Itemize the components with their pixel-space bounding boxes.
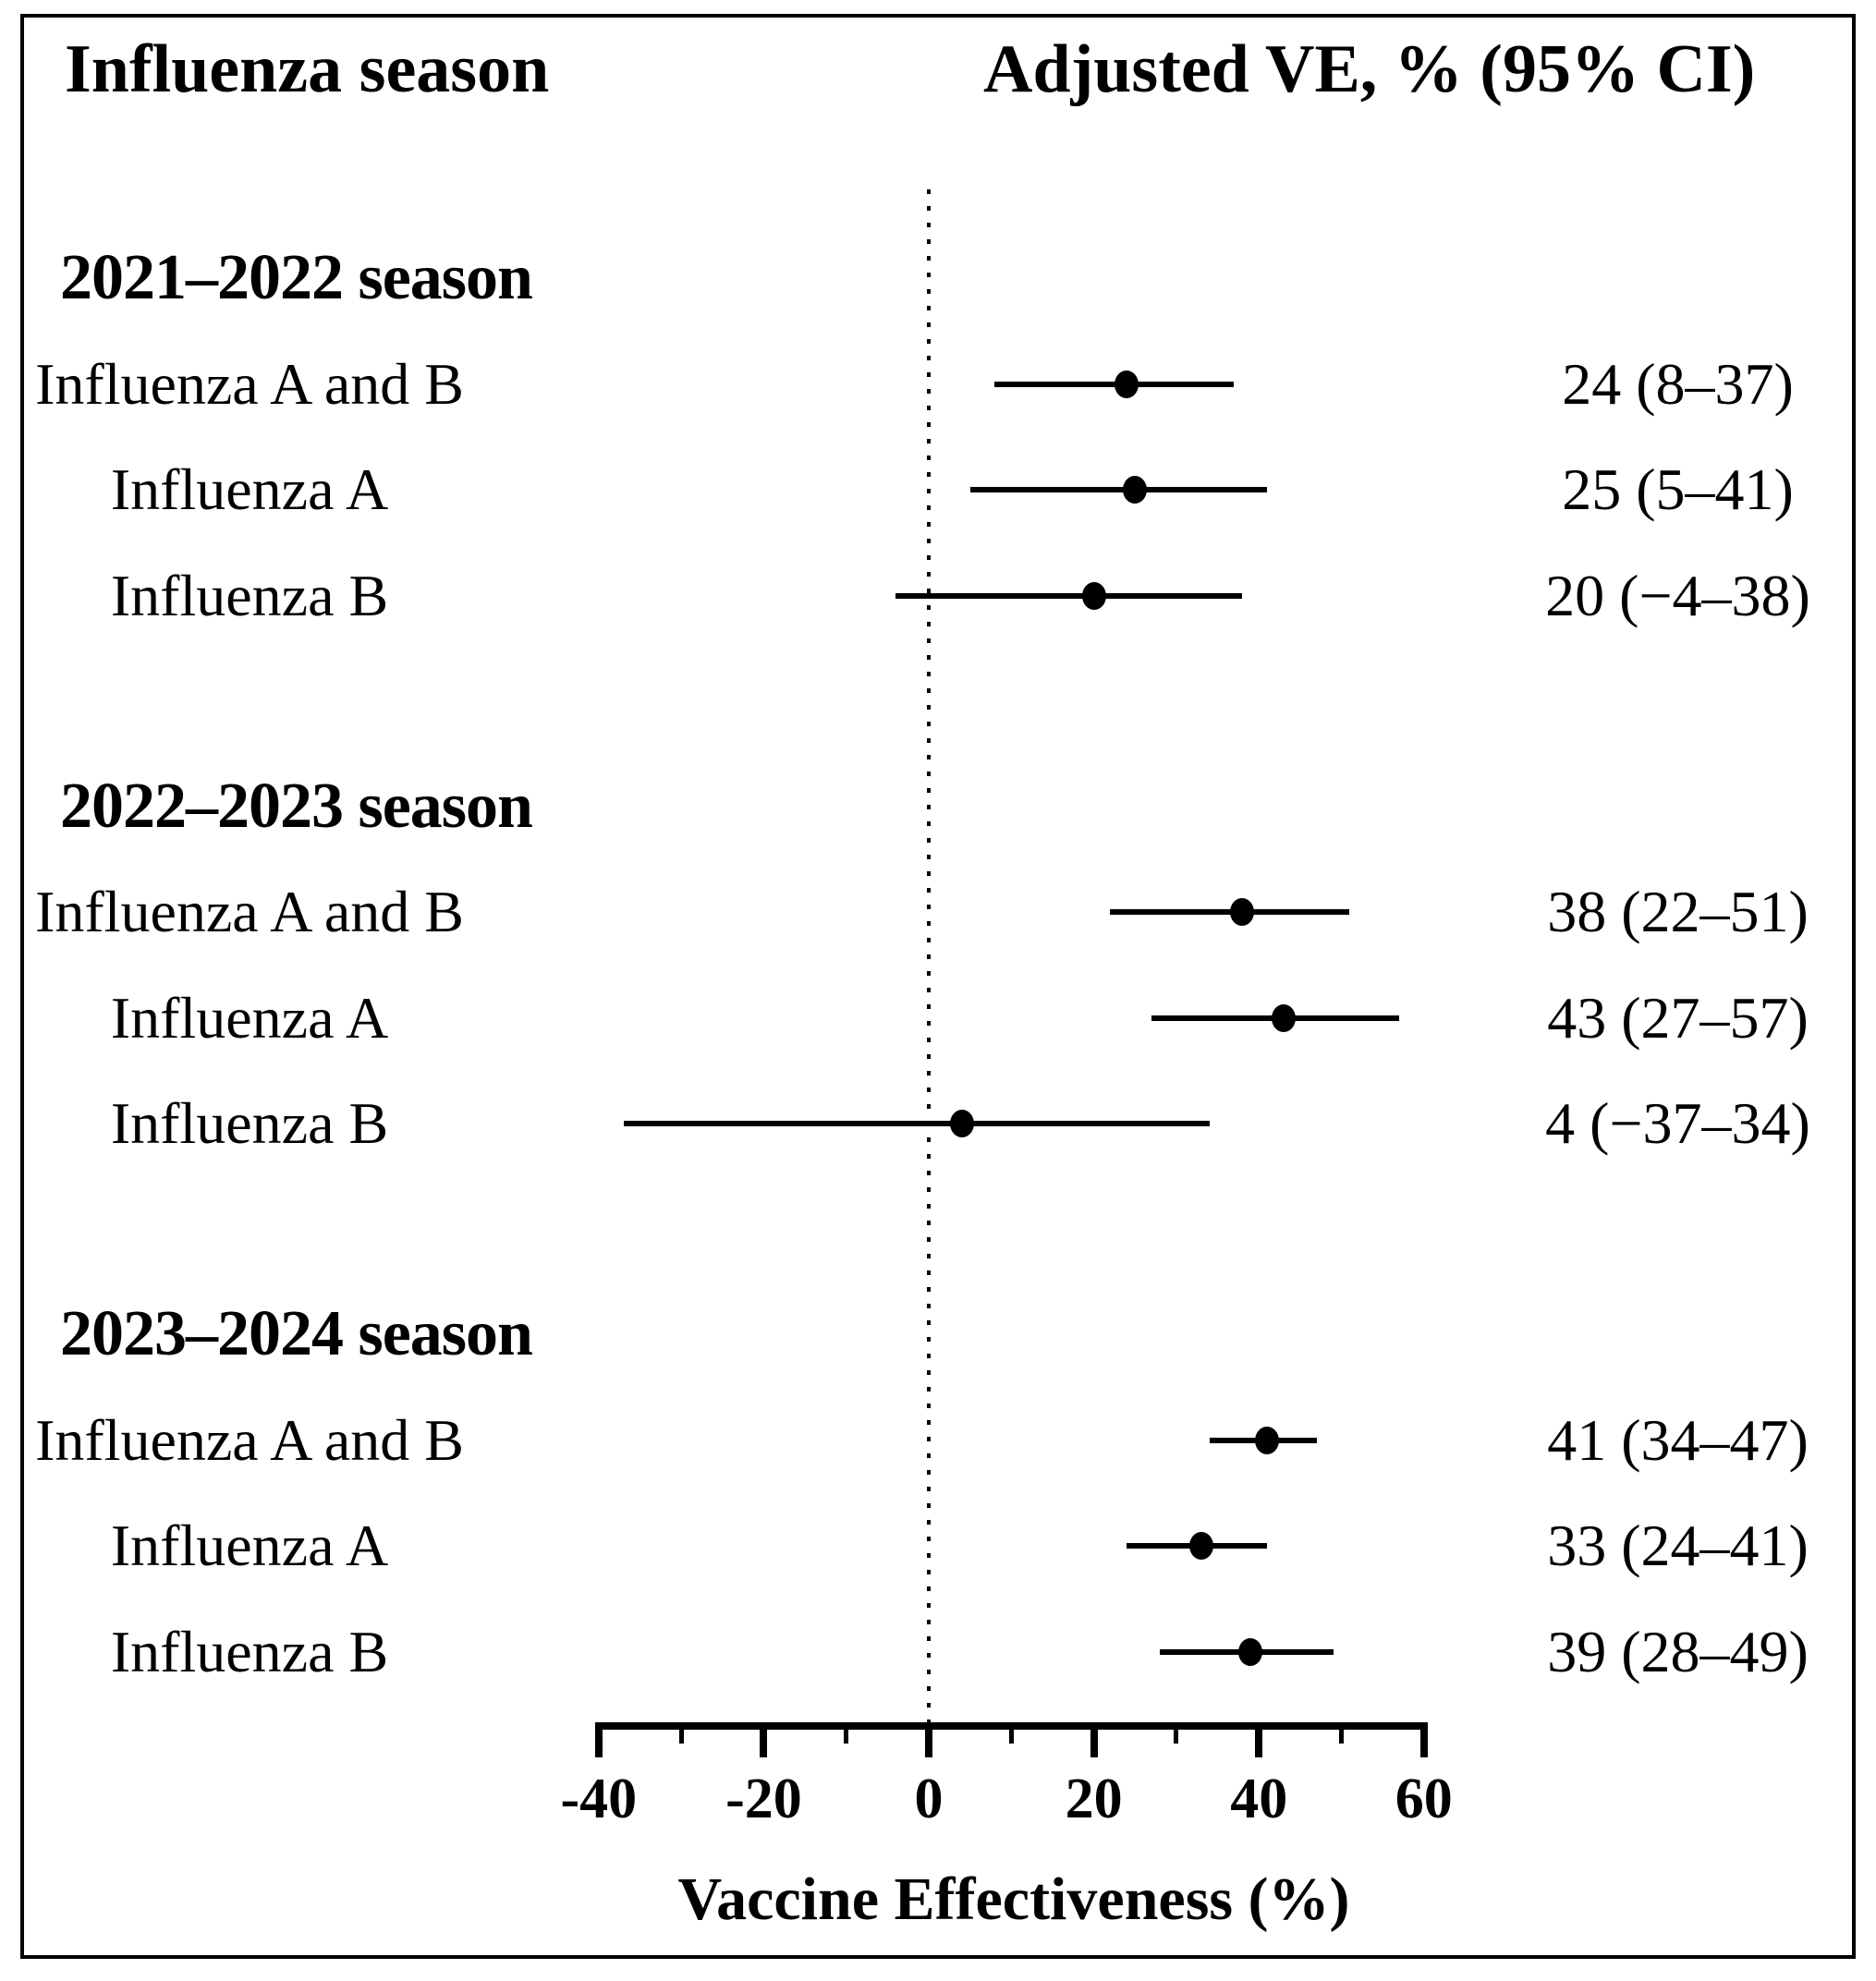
ve-marker (1081, 581, 1106, 610)
x-axis-major-tick (594, 1722, 603, 1757)
row-label: Influenza B (110, 562, 389, 628)
column-header-adjusted-ve: Adjusted VE, % (95% CI) (983, 31, 1756, 107)
x-axis-major-tick (925, 1722, 932, 1757)
column-header-influenza-season: Influenza season (65, 31, 550, 107)
x-axis-major-tick (760, 1722, 768, 1757)
ve-value: 24 (8–37) (1562, 350, 1794, 417)
x-axis-tick-label: -20 (725, 1768, 802, 1830)
ve-value: 39 (28–49) (1547, 1618, 1809, 1684)
ve-marker (1255, 1426, 1280, 1454)
x-axis-title: Vaccine Effectiveness (%) (677, 1866, 1350, 1933)
x-axis-major-tick (1090, 1722, 1098, 1757)
row-label: Influenza A (110, 984, 389, 1051)
season-header: 2021–2022 season (60, 242, 533, 313)
x-axis-tick-label: -40 (560, 1768, 638, 1830)
x-axis-minor-tick (1174, 1722, 1179, 1744)
x-axis-tick-label: 0 (914, 1768, 944, 1830)
row-label: Influenza A and B (35, 350, 464, 417)
ve-value: 33 (24–41) (1547, 1513, 1809, 1578)
season-header: 2022–2023 season (60, 770, 533, 842)
x-axis-minor-tick (844, 1722, 849, 1744)
ve-value: 25 (5–41) (1562, 456, 1794, 522)
x-axis-tick-label: 60 (1395, 1768, 1453, 1830)
x-axis-major-tick (1255, 1722, 1263, 1757)
row-label: Influenza A (110, 1513, 389, 1578)
row-label: Influenza B (110, 1090, 389, 1156)
ci-line (1110, 909, 1350, 915)
row-label: Influenza A and B (35, 1406, 464, 1473)
x-axis-major-tick (1419, 1722, 1428, 1757)
season-header: 2023–2024 season (60, 1298, 533, 1369)
ve-value: 38 (22–51) (1547, 879, 1809, 944)
ve-value: 4 (−37–34) (1545, 1090, 1810, 1156)
row-label: Influenza A (110, 456, 389, 522)
ve-marker (1115, 370, 1139, 398)
ve-marker (1188, 1532, 1213, 1560)
ci-line (969, 487, 1268, 492)
ve-marker (949, 1110, 974, 1137)
ve-marker (1123, 476, 1148, 504)
ve-marker (1271, 1003, 1296, 1032)
x-axis-minor-tick (1008, 1722, 1014, 1744)
ve-value: 20 (−4–38) (1545, 562, 1810, 628)
row-label: Influenza A and B (35, 879, 464, 944)
ci-line (623, 1121, 1210, 1126)
x-axis-tick-label: 20 (1065, 1768, 1123, 1830)
x-axis-tick-label: 40 (1230, 1768, 1288, 1830)
ve-marker (1238, 1637, 1263, 1666)
ci-line (994, 381, 1235, 387)
x-axis-minor-tick (678, 1722, 684, 1744)
x-axis-minor-tick (1339, 1722, 1344, 1744)
ve-value: 43 (27–57) (1547, 984, 1809, 1051)
figure-border (20, 14, 1856, 1959)
zero-reference-line (927, 189, 931, 1722)
ve-value: 41 (34–47) (1547, 1406, 1809, 1473)
row-label: Influenza B (110, 1618, 389, 1684)
ve-marker (1230, 898, 1255, 926)
ci-line (895, 592, 1243, 599)
